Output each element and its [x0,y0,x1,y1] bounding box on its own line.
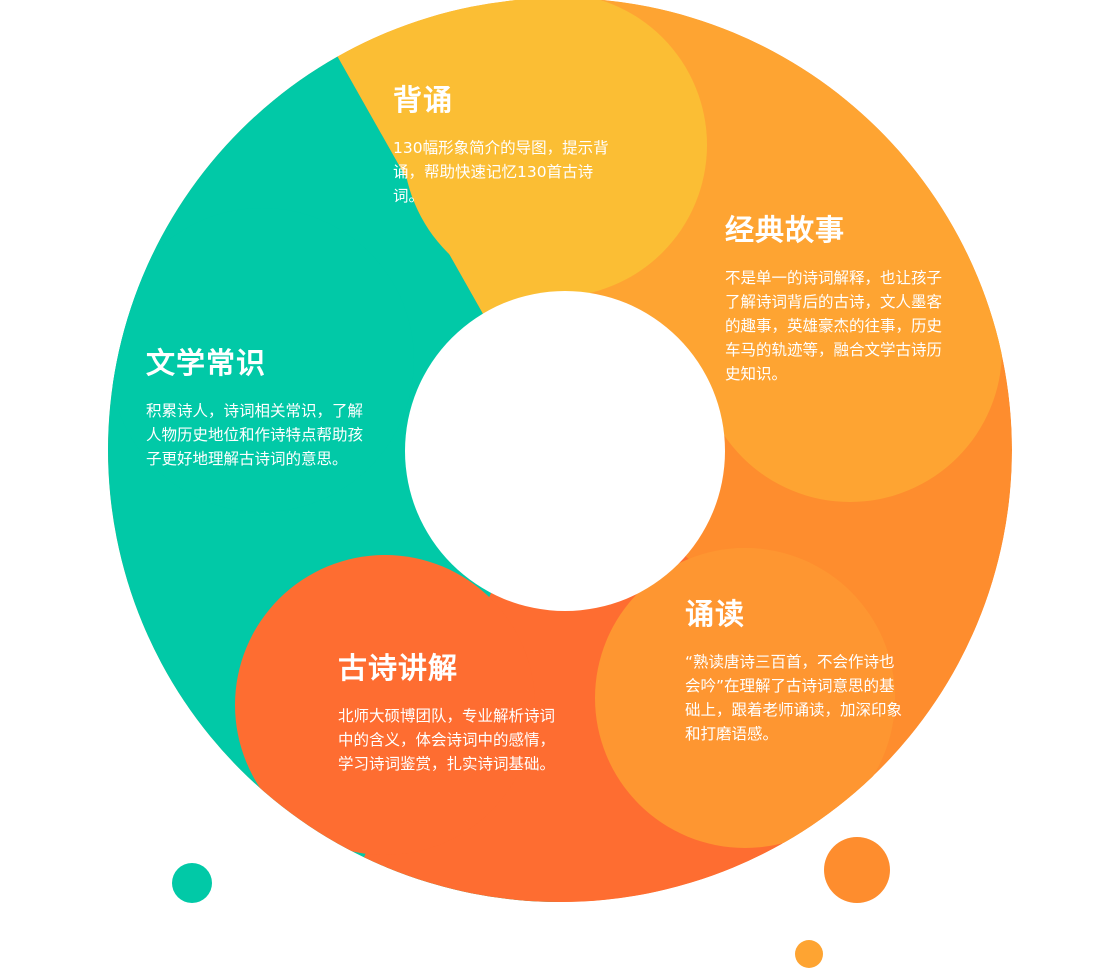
literary-block: 文学常识 积累诗人，诗词相关常识，了解人物历史地位和作诗特点帮助孩子更好地理解古… [146,345,372,471]
segment-recite-petal [403,0,707,297]
stories-title: 经典故事 [725,213,846,247]
reading-title: 诵读 [685,597,746,631]
recite-block: 背诵 130幅形象简介的导图，提示背诵，帮助快速记忆130首古诗词。 [393,82,609,208]
recite-title: 背诵 [393,83,454,117]
bubble-green [172,863,212,903]
segment-explain-petal [235,555,535,855]
segment-literary-petal [110,208,414,512]
recite-description: 130幅形象简介的导图，提示背诵，帮助快速记忆130首古诗词。 [393,139,609,205]
explain-description: 北师大硕博团队，专业解析诗词中的含义，体会诗词中的感情，学习诗词鉴赏，扎实诗词基… [338,707,556,773]
reading-description: “熟读唐诗三百首，不会作诗也会吟”在理解了古诗词意思的基础上，跟着老师诵读，加深… [685,653,903,743]
stories-description: 不是单一的诗词解释，也让孩子了解诗词背后的古诗，文人墨客的趣事，英雄豪杰的往事，… [725,269,943,383]
stories-block: 经典故事 不是单一的诗词解释，也让孩子了解诗词背后的古诗，文人墨客的趣事，英雄豪… [725,212,950,386]
bubble-orange [824,837,890,903]
segment-reading-petal-top [595,548,895,848]
literary-description: 积累诗人，诗词相关常识，了解人物历史地位和作诗特点帮助孩子更好地理解古诗词的意思… [146,402,364,468]
bubble-small [795,940,823,968]
reading-block: 诵读 “熟读唐诗三百首，不会作诗也会吟”在理解了古诗词意思的基础上，跟着老师诵读… [685,596,907,746]
explain-title: 古诗讲解 [338,651,459,685]
literary-title: 文学常识 [146,346,267,380]
explain-block: 古诗讲解 北师大硕博团队，专业解析诗词中的含义，体会诗词中的感情，学习诗词鉴赏，… [338,650,563,776]
